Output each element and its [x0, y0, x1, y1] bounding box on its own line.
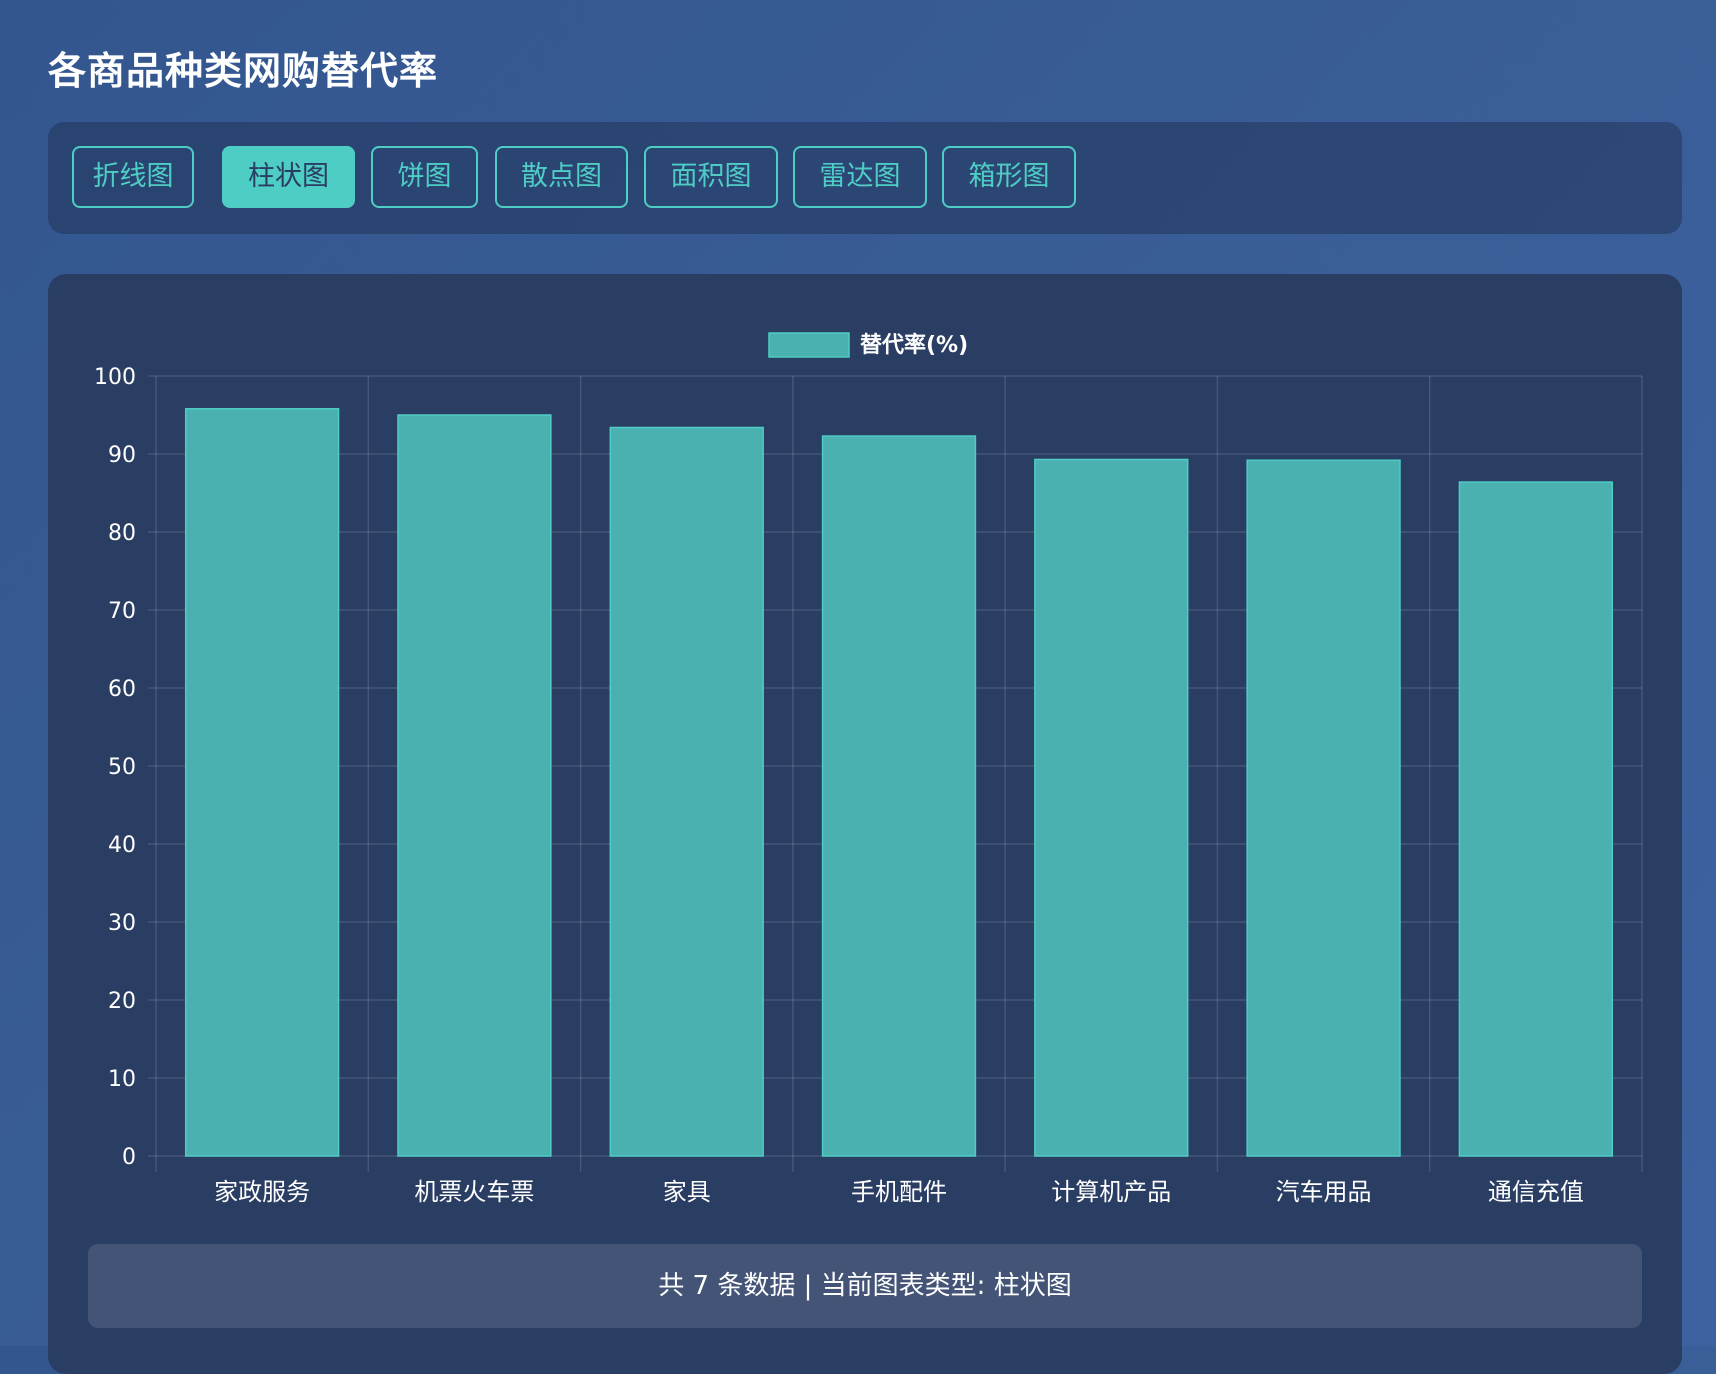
- y-tick-label: 20: [108, 989, 136, 1014]
- data-count-text: 共 7 条数据: [658, 1271, 796, 1301]
- chart-type-text: 当前图表类型: 柱状图: [820, 1271, 1072, 1301]
- y-tick-label: 10: [108, 1067, 136, 1092]
- bar-chart: 0 10 20 30 40 50 60 70 80 90 100 家政服务 机票火车票 家具 手机配件 计算机…: [94, 332, 1643, 1206]
- bar: [821, 435, 977, 1157]
- legend-label: 替代率(%): [860, 332, 968, 358]
- chart-summary-bar: 共 7 条数据 | 当前图表类型: 柱状图: [88, 1244, 1642, 1328]
- y-tick-label: 60: [108, 677, 136, 702]
- x-tick-label: 通信充值: [1488, 1178, 1584, 1206]
- y-tick-label: 0: [122, 1145, 136, 1170]
- y-tick-label: 90: [108, 443, 136, 468]
- x-tick-label: 汽车用品: [1276, 1178, 1372, 1206]
- summary-separator: |: [795, 1271, 821, 1301]
- bar: [184, 408, 340, 1157]
- x-tick-label: 家具: [663, 1178, 711, 1206]
- y-tick-label: 100: [94, 365, 136, 390]
- x-tick-label: 机票火车票: [414, 1178, 534, 1206]
- y-tick-label: 30: [108, 911, 136, 936]
- tab-box-chart[interactable]: 箱形图: [942, 146, 1076, 208]
- tab-radar-chart[interactable]: 雷达图: [793, 146, 927, 208]
- bar: [1246, 459, 1401, 1157]
- y-tick-label: 80: [108, 521, 136, 546]
- bar: [1458, 481, 1614, 1157]
- x-tick-label: 计算机产品: [1051, 1178, 1171, 1206]
- tab-scatter-chart[interactable]: 散点图: [495, 146, 628, 208]
- bar: [1034, 458, 1189, 1157]
- chart-card: 0 10 20 30 40 50 60 70 80 90 100 家政服务 机票火车票 家具 手机配件 计算机…: [48, 274, 1682, 1374]
- y-tick-label: 50: [108, 755, 136, 780]
- tab-pie-chart[interactable]: 饼图: [371, 146, 478, 208]
- tab-line-chart[interactable]: 折线图: [72, 146, 194, 208]
- legend-swatch: [768, 332, 850, 358]
- page-title: 各商品种类网购替代率: [48, 49, 439, 93]
- tab-bar-chart[interactable]: 柱状图: [222, 146, 355, 208]
- bar: [397, 414, 552, 1157]
- y-tick-label: 40: [108, 833, 136, 858]
- y-tick-label: 70: [108, 599, 136, 624]
- x-tick-label: 家政服务: [214, 1178, 310, 1206]
- tab-area-chart[interactable]: 面积图: [644, 146, 778, 208]
- chart-type-toolbar: 折线图 柱状图 饼图 散点图 面积图 雷达图 箱形图: [48, 122, 1682, 234]
- x-tick-label: 手机配件: [851, 1178, 947, 1206]
- bar: [609, 426, 764, 1157]
